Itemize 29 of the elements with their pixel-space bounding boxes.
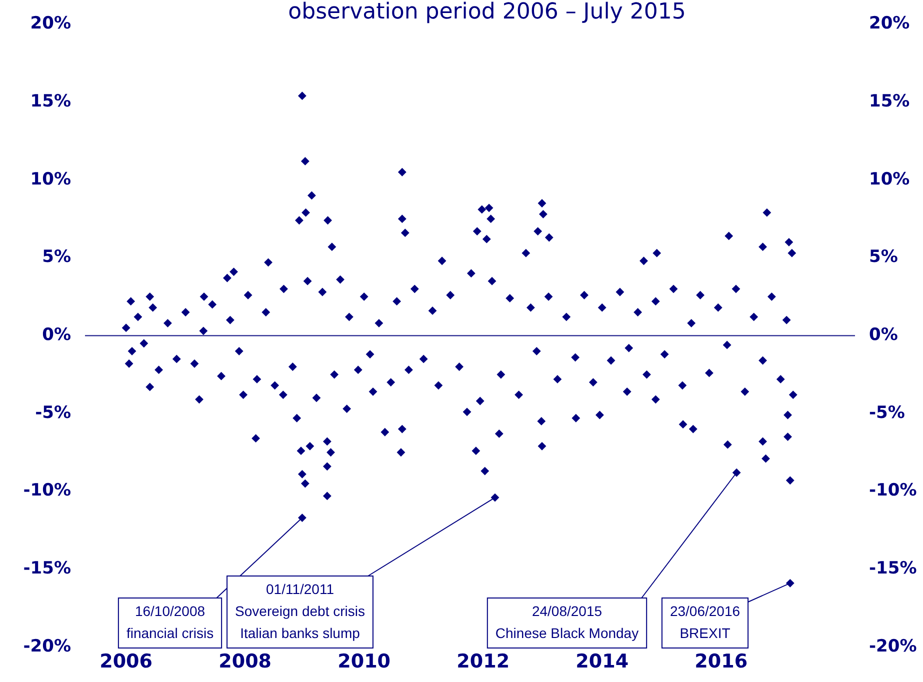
annotation: 01/11/2011 Sovereign debt crisis Italian banks slump (235, 580, 365, 641)
y-tick-label: 5% (42, 247, 71, 268)
x-tick-label: 2008 (218, 650, 272, 672)
y2-tick-label: -5% (869, 402, 905, 423)
y2-tick-label: 15% (869, 91, 910, 112)
y2-tick-label: -15% (869, 558, 917, 579)
annotation: 16/10/2008 financial crisis (126, 602, 214, 641)
annotation: 24/08/2015 Chinese Black Monday (495, 602, 639, 641)
x-tick-label: 2016 (694, 650, 748, 672)
y2-tick-label: 20% (869, 14, 910, 34)
y-tick-label: 0% (42, 325, 71, 346)
x-tick-label: 2010 (338, 650, 391, 672)
y2-tick-label: 5% (869, 247, 898, 268)
y2-tick-label: 0% (869, 325, 898, 346)
y2-tick-label: -10% (869, 480, 917, 501)
y-tick-label: -5% (35, 402, 71, 423)
y-tick-label: 20% (30, 14, 71, 34)
y2-tick-label: 10% (869, 169, 910, 190)
y-tick-label: -10% (23, 480, 71, 501)
x-tick-label: 2014 (576, 650, 629, 672)
annotation: 23/06/2016 BREXIT (670, 602, 740, 641)
y-tick-label: 15% (30, 91, 71, 112)
y-tick-label: 10% (30, 169, 71, 190)
y2-tick-label: -20% (869, 636, 917, 656)
x-tick-label: 2012 (456, 650, 510, 672)
chart-title: observation period 2006 – July 2015 (288, 0, 686, 25)
y-tick-label: -15% (23, 558, 71, 579)
y-tick-label: -20% (23, 636, 71, 656)
x-tick-label: 2006 (100, 650, 153, 672)
